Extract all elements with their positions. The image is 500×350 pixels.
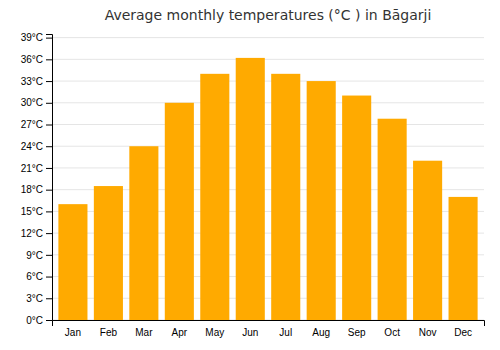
y-tick: 9°C bbox=[26, 250, 52, 261]
y-tick: 33°C bbox=[21, 76, 52, 87]
y-tick: 15°C bbox=[21, 206, 52, 217]
chart-container: 0°C 3°C 6°C 9°C 12°C 15°C 18°C 21°C 24°C 27°C 30°C… bbox=[0, 0, 500, 350]
y-tick-label: 15°C bbox=[21, 206, 43, 217]
y-tick: 6°C bbox=[26, 271, 52, 282]
y-tick: 3°C bbox=[26, 293, 52, 304]
y-tick-mark bbox=[46, 277, 52, 278]
x-tick: Oct bbox=[384, 327, 400, 338]
y-tick: 21°C bbox=[21, 163, 52, 174]
x-axis-line bbox=[53, 321, 485, 327]
x-tick-label: Apr bbox=[172, 327, 188, 338]
y-tick: 27°C bbox=[21, 119, 52, 130]
x-tick-label: Oct bbox=[384, 327, 400, 338]
y-tick-label: 0°C bbox=[26, 315, 43, 326]
bar bbox=[129, 146, 158, 320]
y-tick-mark bbox=[46, 233, 52, 234]
y-tick-mark bbox=[46, 146, 52, 147]
y-tick-mark bbox=[46, 298, 52, 299]
x-tick: Feb bbox=[100, 327, 118, 338]
x-tick-label: Dec bbox=[454, 327, 472, 338]
y-tick-label: 18°C bbox=[21, 184, 43, 195]
y-tick-label: 3°C bbox=[26, 293, 43, 304]
bar bbox=[449, 197, 478, 320]
bar bbox=[236, 58, 265, 320]
x-tick: Aug bbox=[312, 327, 330, 338]
plot-area: 0°C 3°C 6°C 9°C 12°C 15°C 18°C 21°C 24°C 27°C 30°C… bbox=[21, 32, 485, 338]
grid-line bbox=[52, 124, 484, 125]
grid bbox=[52, 38, 484, 320]
y-axis: 0°C 3°C 6°C 9°C 12°C 15°C 18°C 21°C 24°C 27°C 30°C… bbox=[21, 32, 53, 325]
y-tick-label: 39°C bbox=[21, 32, 43, 43]
grid-line bbox=[52, 81, 484, 82]
y-tick-mark bbox=[46, 103, 52, 104]
grid-line bbox=[52, 102, 484, 103]
x-tick: Dec bbox=[454, 327, 472, 338]
y-tick: 36°C bbox=[21, 54, 52, 65]
x-tick-label: Mar bbox=[135, 327, 153, 338]
y-tick-mark bbox=[46, 59, 52, 60]
grid-line bbox=[52, 59, 484, 60]
bar bbox=[342, 96, 371, 320]
y-tick-mark bbox=[46, 38, 52, 39]
y-tick: 39°C bbox=[21, 32, 52, 43]
y-tick-mark bbox=[46, 81, 52, 82]
y-tick: 30°C bbox=[21, 97, 52, 108]
bar bbox=[307, 81, 336, 320]
y-tick: 18°C bbox=[21, 184, 52, 195]
bar bbox=[413, 161, 442, 320]
y-tick-mark bbox=[46, 255, 52, 256]
x-tick-label: Aug bbox=[312, 327, 330, 338]
x-tick-label: May bbox=[205, 327, 224, 338]
bar bbox=[200, 74, 229, 320]
x-tick: Jul bbox=[279, 327, 292, 338]
y-tick-label: 27°C bbox=[21, 119, 43, 130]
y-tick-label: 33°C bbox=[21, 76, 43, 87]
x-tick: Nov bbox=[419, 327, 437, 338]
x-tick: Apr bbox=[172, 327, 188, 338]
x-axis: Jan Feb Mar Apr May Jun Jul Aug Sep Oct Nov Dec bbox=[53, 321, 485, 339]
bar bbox=[165, 103, 194, 320]
x-tick-label: Jan bbox=[65, 327, 81, 338]
y-axis-line bbox=[46, 35, 53, 321]
x-tick: Jun bbox=[242, 327, 258, 338]
grid-line bbox=[52, 146, 484, 147]
y-tick-mark bbox=[46, 320, 52, 321]
x-tick: Sep bbox=[348, 327, 366, 338]
x-tick-label: Nov bbox=[419, 327, 437, 338]
y-tick-label: 9°C bbox=[26, 250, 43, 261]
bar bbox=[58, 204, 87, 320]
y-tick: 24°C bbox=[21, 141, 52, 152]
bar bbox=[271, 74, 300, 320]
x-tick: Jan bbox=[65, 327, 81, 338]
chart-svg: 0°C 3°C 6°C 9°C 12°C 15°C 18°C 21°C 24°C 27°C 30°C… bbox=[0, 0, 500, 350]
y-tick-label: 24°C bbox=[21, 141, 43, 152]
x-tick-label: Feb bbox=[100, 327, 118, 338]
bar bbox=[378, 119, 407, 320]
x-tick-label: Jul bbox=[279, 327, 292, 338]
bar bbox=[94, 186, 123, 320]
y-tick-mark bbox=[46, 190, 52, 191]
x-tick-label: Sep bbox=[348, 327, 366, 338]
bars bbox=[58, 58, 477, 320]
x-tick: Mar bbox=[135, 327, 153, 338]
y-tick-mark bbox=[46, 211, 52, 212]
chart-title: Average monthly temperatures (°C ) in Bā… bbox=[105, 7, 432, 23]
y-tick: 0°C bbox=[26, 315, 52, 326]
grid-line bbox=[52, 37, 484, 38]
y-tick-label: 21°C bbox=[21, 163, 43, 174]
y-tick-label: 12°C bbox=[21, 228, 43, 239]
x-tick: May bbox=[205, 327, 224, 338]
y-tick-label: 30°C bbox=[21, 97, 43, 108]
y-tick: 12°C bbox=[21, 228, 52, 239]
x-tick-label: Jun bbox=[242, 327, 258, 338]
y-tick-label: 6°C bbox=[26, 271, 43, 282]
y-tick-label: 36°C bbox=[21, 54, 43, 65]
y-tick-mark bbox=[46, 125, 52, 126]
y-tick-mark bbox=[46, 168, 52, 169]
